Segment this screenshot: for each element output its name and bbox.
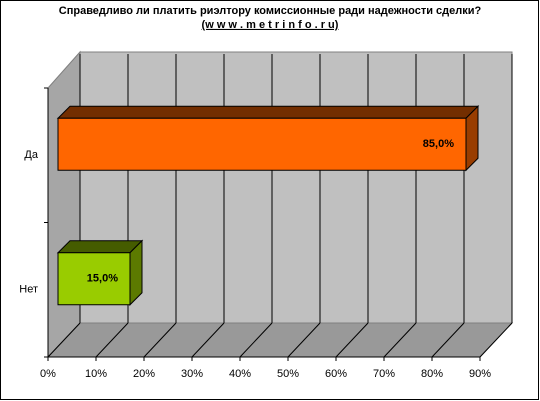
grid-line [143,322,177,358]
value-label: 85,0% [423,138,454,150]
floor [46,322,514,358]
chart-title: Справедливо ли платить риэлтору комиссио… [59,5,482,17]
bar [57,117,467,171]
x-tick-label: 40% [229,368,251,380]
x-tick-label: 80% [421,368,443,380]
x-tick-label: 60% [325,368,347,380]
x-tick-label: 10% [85,368,107,380]
x-tick-label: 30% [181,368,203,380]
x-tick-label: 0% [40,368,56,380]
x-tick-label: 20% [133,368,155,380]
x-tick-label: 70% [373,368,395,380]
bar-side [129,239,143,306]
grid-line [287,322,321,358]
chart-subtitle: (w w w . m e t r i n f o . r u) [202,19,339,31]
back-wall [79,51,513,324]
grid-line [191,322,225,358]
side-wall [47,50,81,359]
y-tick-label: Да [24,149,38,161]
grid-line [383,322,417,358]
grid-line [47,322,81,358]
x-tick-label: 50% [277,368,299,380]
grid-line [479,322,513,358]
grid-line [95,322,129,358]
bar-top [56,240,144,254]
grid-line [239,322,273,358]
grid-line [335,322,369,358]
value-label: 15,0% [87,273,118,285]
grid-line [431,322,465,358]
x-tick-label: 90% [469,368,491,380]
bar-side [465,105,479,172]
y-tick-label: Нет [19,284,38,296]
bar [57,252,131,306]
bar-top [56,105,480,119]
